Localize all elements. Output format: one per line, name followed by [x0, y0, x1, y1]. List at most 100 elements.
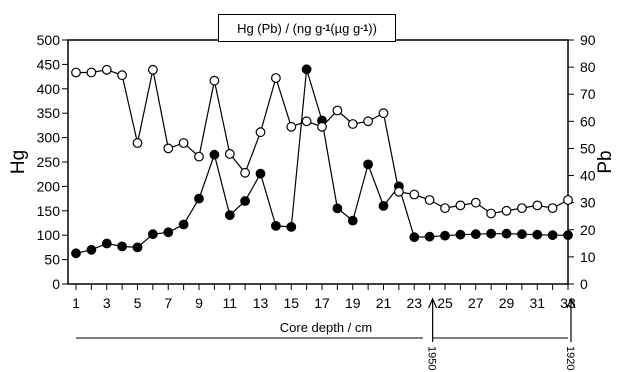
data-point-pb — [178, 138, 189, 148]
data-point-hg — [71, 248, 81, 259]
x-tick-label: 5 — [134, 295, 142, 311]
data-point-hg — [271, 220, 281, 231]
right-tick-label: 20 — [580, 222, 596, 238]
annotation-arrow-head — [428, 297, 438, 309]
right-tick-label: 50 — [580, 140, 596, 156]
data-point-hg — [117, 241, 127, 252]
data-point-hg — [470, 229, 481, 240]
data-point-pb — [409, 189, 420, 200]
data-point-pb — [501, 205, 512, 216]
right-axis: 0 10 20 30 40 50 60 70 80 90 — [568, 32, 596, 292]
right-tick-label: 80 — [580, 59, 596, 75]
data-point-pb — [470, 197, 481, 208]
left-tick-label: 350 — [37, 105, 61, 121]
series-line-pb — [76, 69, 569, 215]
left-tick-label: 250 — [37, 154, 61, 170]
x-axis-label-group: Core depth / cm — [268, 317, 384, 337]
data-point-pb — [101, 64, 112, 75]
right-tick-label: 60 — [580, 113, 596, 129]
data-point-pb — [301, 116, 312, 127]
x-tick-label: 13 — [253, 295, 269, 311]
x-axis: 1 3 5 7 9 11 13 15 17 19 21 23 25 27 29 31 33 — [72, 284, 576, 311]
date-annotations: 1950 1920 — [426, 297, 576, 370]
left-axis: 0 50 100 150 200 250 300 350 400 450 500 — [37, 32, 68, 292]
title-part-mid: (µg g — [330, 20, 361, 36]
annotation-label: 1950 — [426, 346, 438, 370]
data-point-hg — [517, 229, 527, 240]
data-point-pb — [286, 121, 297, 132]
x-tick-label: 19 — [345, 295, 361, 311]
x-tick-label: 15 — [283, 295, 299, 311]
data-point-pb — [317, 121, 327, 132]
data-point-pb — [132, 138, 143, 148]
title-exp-2: -1 — [360, 23, 369, 33]
right-tick-label: 40 — [580, 168, 596, 184]
left-tick-label: 400 — [37, 81, 61, 97]
x-tick-label: 21 — [376, 295, 392, 311]
data-point-hg — [440, 230, 450, 241]
data-point-hg — [255, 168, 266, 179]
left-tick-label: 50 — [44, 252, 60, 268]
x-tick-label: 17 — [314, 295, 330, 311]
data-point-pb — [163, 143, 174, 154]
data-point-pb — [394, 186, 404, 197]
data-point-hg — [209, 149, 220, 160]
data-point-hg — [455, 229, 466, 240]
data-point-hg — [378, 200, 389, 211]
plot-frame — [67, 39, 569, 285]
x-tick-label: 31 — [529, 295, 545, 311]
left-tick-label: 500 — [37, 32, 61, 48]
left-tick-label: 300 — [37, 130, 61, 146]
data-point-hg — [547, 230, 558, 241]
left-tick-label: 450 — [37, 56, 61, 72]
data-point-hg — [147, 229, 158, 240]
data-point-pb — [224, 148, 235, 159]
left-tick-label: 150 — [37, 203, 61, 219]
data-point-pb — [532, 200, 543, 211]
x-tick-label: 1 — [72, 295, 80, 311]
data-point-hg — [424, 231, 435, 242]
left-tick-label: 200 — [37, 178, 61, 194]
x-tick-label: 33 — [560, 295, 576, 311]
series-layer — [71, 64, 573, 259]
data-point-pb — [332, 105, 343, 116]
data-point-pb — [363, 116, 374, 127]
data-point-hg — [501, 228, 512, 239]
data-point-hg — [363, 159, 374, 170]
right-tick-label: 90 — [580, 32, 596, 48]
data-point-pb — [71, 67, 81, 78]
data-point-hg — [332, 203, 343, 214]
right-tick-label: 0 — [580, 276, 588, 292]
data-point-hg — [409, 232, 420, 243]
x-tick-label: 7 — [164, 295, 172, 311]
data-point-pb — [255, 127, 266, 138]
annotation-label: 1920 — [564, 346, 576, 370]
data-point-pb — [486, 208, 497, 219]
data-point-hg — [178, 219, 189, 230]
data-point-pb — [547, 203, 558, 214]
chart-title: Hg (Pb) / (ng g -1 (µg g -1)) — [218, 14, 396, 42]
annotation-arrow-head — [566, 297, 576, 309]
data-point-hg — [286, 221, 297, 232]
y-axis-label-left: Hg — [8, 150, 29, 174]
y-axis-label-right: Pb — [595, 150, 616, 173]
data-point-hg — [347, 215, 358, 226]
series-line-hg — [75, 69, 568, 254]
data-point-pb — [563, 195, 573, 205]
x-axis-label: Core depth / cm — [280, 320, 373, 335]
x-tick-label: 9 — [195, 295, 203, 311]
data-point-pb — [378, 108, 389, 119]
data-point-pb — [517, 203, 527, 214]
data-point-pb — [117, 70, 127, 81]
title-exp-1: -1 — [322, 23, 331, 33]
data-point-hg — [240, 196, 251, 206]
x-tick-label: 29 — [499, 295, 515, 311]
data-point-pb — [194, 151, 204, 162]
data-point-pb — [271, 73, 281, 83]
data-point-pb — [209, 75, 220, 86]
data-point-pb — [86, 67, 97, 78]
title-part-main: Hg (Pb) / (ng g — [237, 20, 323, 36]
data-point-pb — [455, 200, 466, 211]
x-tick-label: 27 — [468, 295, 484, 311]
